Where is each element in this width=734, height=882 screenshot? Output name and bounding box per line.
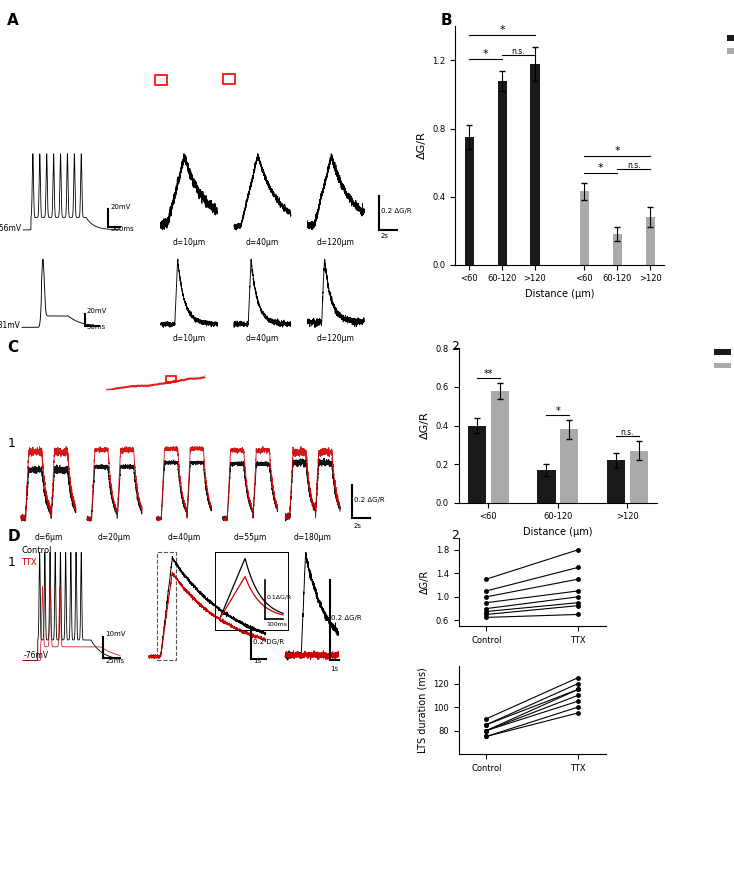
Text: -81mV: -81mV (0, 321, 21, 330)
Text: 1: 1 (7, 556, 15, 569)
Text: D: D (7, 529, 20, 544)
Text: *: * (556, 406, 560, 416)
Text: 20mV: 20mV (110, 204, 131, 210)
Text: *: * (499, 26, 505, 35)
Text: d=10μm: d=10μm (172, 334, 206, 343)
Text: d=40μm: d=40μm (246, 334, 279, 343)
Text: 0.2 DG/R: 0.2 DG/R (253, 639, 284, 645)
Text: d=6μm: d=6μm (34, 533, 62, 542)
Legend: 10Hz, 40Hz: 10Hz, 40Hz (711, 345, 734, 374)
Bar (468, 425, 486, 503)
Text: 10mV: 10mV (106, 632, 126, 638)
X-axis label: Distance (μm): Distance (μm) (523, 527, 592, 537)
Bar (613, 234, 622, 265)
Bar (531, 64, 539, 265)
Text: 2: 2 (451, 340, 459, 353)
Text: d=120μm: d=120μm (317, 334, 355, 343)
Text: 1: 1 (7, 437, 15, 450)
Bar (498, 81, 506, 265)
Text: C: C (7, 340, 18, 355)
Text: 0.2 ΔG/R: 0.2 ΔG/R (381, 208, 412, 213)
Text: 0.1ΔG/R: 0.1ΔG/R (266, 594, 292, 600)
Legend: LTS, 10Hz: LTS, 10Hz (724, 31, 734, 59)
Text: *: * (598, 163, 603, 173)
Bar (580, 191, 589, 265)
Bar (223, 74, 236, 85)
Text: d=55μm: d=55μm (233, 533, 267, 542)
Text: 20mV: 20mV (87, 308, 107, 314)
Text: 1s: 1s (253, 659, 261, 664)
Bar (157, 552, 176, 661)
Bar (167, 377, 176, 382)
Text: d=120μm: d=120μm (317, 238, 355, 248)
Y-axis label: LTS duration (ms): LTS duration (ms) (418, 667, 428, 753)
Text: B: B (440, 13, 452, 28)
Text: n.s.: n.s. (620, 429, 634, 437)
Text: 50μm: 50μm (25, 113, 48, 122)
Text: 25ms: 25ms (106, 658, 125, 663)
Text: 0.2 ΔG/R: 0.2 ΔG/R (354, 497, 385, 503)
Text: 0.2 ΔG/R: 0.2 ΔG/R (330, 616, 361, 622)
Text: 500ms: 500ms (110, 226, 134, 232)
Text: 1s: 1s (330, 666, 339, 672)
Text: 50ms: 50ms (87, 324, 106, 330)
Text: *: * (483, 49, 488, 59)
Bar (560, 430, 578, 503)
Circle shape (107, 60, 131, 91)
X-axis label: Distance (μm): Distance (μm) (525, 289, 595, 299)
Bar (537, 470, 556, 503)
Text: n.s.: n.s. (512, 47, 526, 56)
Text: d=180μm: d=180μm (294, 533, 332, 542)
Text: 2s: 2s (381, 233, 389, 239)
Text: A: A (7, 13, 19, 28)
Bar (630, 451, 648, 503)
Text: *: * (614, 146, 620, 156)
Text: 2: 2 (451, 529, 459, 542)
Text: d=10μm: d=10μm (172, 238, 206, 248)
Text: d=20μm: d=20μm (98, 533, 131, 542)
Bar (490, 391, 509, 503)
Text: d=40μm: d=40μm (167, 533, 201, 542)
Text: d=40μm: d=40μm (246, 238, 279, 248)
Y-axis label: ΔG/R: ΔG/R (421, 412, 430, 439)
Bar (465, 137, 473, 265)
Text: **: ** (484, 370, 493, 379)
Text: -76mV: -76mV (23, 651, 48, 660)
Text: n.s.: n.s. (627, 161, 641, 169)
Text: -56mV: -56mV (0, 224, 21, 233)
Y-axis label: ΔG/R: ΔG/R (417, 131, 426, 160)
Text: 50μm: 50μm (21, 415, 45, 423)
Bar (607, 460, 625, 503)
Text: Control: Control (21, 546, 52, 555)
Text: 100ms: 100ms (266, 622, 288, 627)
Bar (155, 75, 167, 85)
Bar (646, 217, 655, 265)
Y-axis label: ΔG/R: ΔG/R (421, 570, 430, 594)
Text: 2s: 2s (354, 523, 362, 529)
Circle shape (81, 381, 106, 400)
Text: TTX: TTX (21, 557, 37, 567)
